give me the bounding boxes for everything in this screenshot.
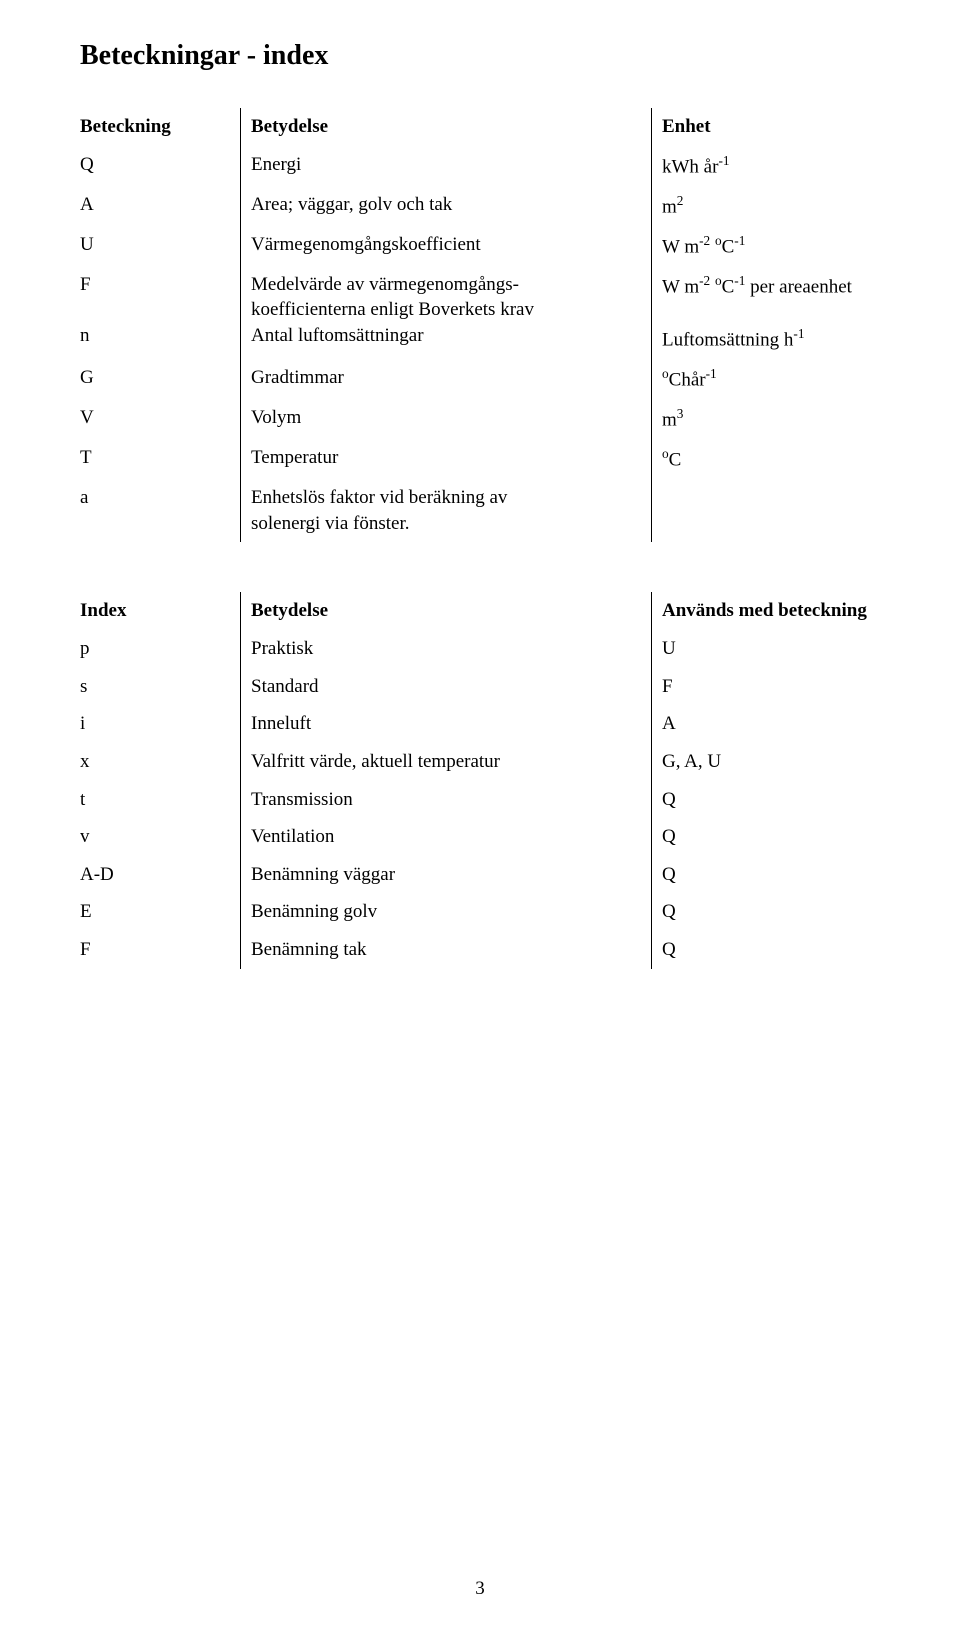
header-index: Index [80, 592, 241, 630]
cell: Inneluft [241, 705, 652, 743]
cell-text: Medelvärde av värmegenomgångs- [251, 272, 641, 298]
cell: Standard [241, 668, 652, 706]
cell: Benämning golv [241, 893, 652, 931]
cell: Energi [241, 146, 652, 186]
cell-text: solenergi via fönster. [251, 511, 641, 537]
cell: Valfritt värde, aktuell temperatur [241, 743, 652, 781]
cell: W m-2 oC-1 per areaenhet Luftomsättning … [652, 266, 881, 360]
cell: oChår-1 [652, 359, 881, 399]
cell: F [80, 931, 241, 969]
table-row: U Värmegenomgångskoefficient W m-2 oC-1 [80, 226, 880, 266]
cell: A [80, 186, 241, 226]
cell-text: Antal luftomsättningar [251, 323, 641, 349]
cell: Benämning väggar [241, 856, 652, 894]
cell: Q [652, 781, 881, 819]
cell: Temperatur [241, 439, 652, 479]
table-header-row: Index Betydelse Används med beteckning [80, 592, 880, 630]
table-row: A-D Benämning väggar Q [80, 856, 880, 894]
table-row: V Volym m3 [80, 399, 880, 439]
cell: m3 [652, 399, 881, 439]
cell: G, A, U [652, 743, 881, 781]
table-row: T Temperatur oC [80, 439, 880, 479]
index-table: Index Betydelse Används med beteckning p… [80, 592, 880, 968]
table-row: A Area; väggar, golv och tak m2 [80, 186, 880, 226]
cell: Enhetslös faktor vid beräkning av solene… [241, 479, 652, 542]
table-header-row: Beteckning Betydelse Enhet [80, 108, 880, 146]
cell: s [80, 668, 241, 706]
cell-text [662, 300, 870, 326]
table-row: t Transmission Q [80, 781, 880, 819]
header-anvands: Används med beteckning [652, 592, 881, 630]
cell: F n [80, 266, 241, 360]
cell: Volym [241, 399, 652, 439]
cell-text: W m-2 oC-1 per areaenhet [662, 272, 870, 300]
cell-text: n [80, 323, 230, 349]
cell-text: koefficienterna enligt Boverkets krav [251, 297, 641, 323]
spacer [80, 542, 880, 592]
cell: Q [652, 893, 881, 931]
cell: E [80, 893, 241, 931]
cell: Benämning tak [241, 931, 652, 969]
cell: Ventilation [241, 818, 652, 856]
table-row: x Valfritt värde, aktuell temperatur G, … [80, 743, 880, 781]
cell: F [652, 668, 881, 706]
cell [652, 479, 881, 542]
cell: p [80, 630, 241, 668]
cell: U [652, 630, 881, 668]
cell: a [80, 479, 241, 542]
cell: A-D [80, 856, 241, 894]
cell: T [80, 439, 241, 479]
page: Beteckningar - index Beteckning Betydels… [0, 0, 960, 1640]
cell: W m-2 oC-1 [652, 226, 881, 266]
cell-text: F [80, 272, 230, 298]
cell: U [80, 226, 241, 266]
beteckning-table: Beteckning Betydelse Enhet Q Energi kWh … [80, 108, 880, 542]
cell: i [80, 705, 241, 743]
cell: Q [80, 146, 241, 186]
cell: G [80, 359, 241, 399]
cell: A [652, 705, 881, 743]
table-row: v Ventilation Q [80, 818, 880, 856]
table-row: p Praktisk U [80, 630, 880, 668]
cell-text: Luftomsättning h-1 [662, 325, 870, 353]
cell: Area; väggar, golv och tak [241, 186, 652, 226]
table-row: a Enhetslös faktor vid beräkning av sole… [80, 479, 880, 542]
cell-text [80, 297, 230, 323]
header-betydelse: Betydelse [241, 592, 652, 630]
table-row: G Gradtimmar oChår-1 [80, 359, 880, 399]
cell: Värmegenomgångskoefficient [241, 226, 652, 266]
cell: t [80, 781, 241, 819]
page-title: Beteckningar - index [80, 40, 880, 72]
cell: oC [652, 439, 881, 479]
table-row: s Standard F [80, 668, 880, 706]
cell: m2 [652, 186, 881, 226]
table-row: F Benämning tak Q [80, 931, 880, 969]
cell: Medelvärde av värmegenomgångs- koefficie… [241, 266, 652, 360]
cell: Q [652, 931, 881, 969]
table-row: i Inneluft A [80, 705, 880, 743]
cell: v [80, 818, 241, 856]
table-row: E Benämning golv Q [80, 893, 880, 931]
table-row: Q Energi kWh år-1 [80, 146, 880, 186]
header-beteckning: Beteckning [80, 108, 241, 146]
cell: kWh år-1 [652, 146, 881, 186]
cell-text: Enhetslös faktor vid beräkning av [251, 485, 641, 511]
cell: V [80, 399, 241, 439]
header-betydelse: Betydelse [241, 108, 652, 146]
cell: Q [652, 818, 881, 856]
page-number: 3 [0, 1578, 960, 1600]
cell: Transmission [241, 781, 652, 819]
cell: Gradtimmar [241, 359, 652, 399]
cell: Praktisk [241, 630, 652, 668]
header-enhet: Enhet [652, 108, 881, 146]
table-row: F n Medelvärde av värmegenomgångs- koeff… [80, 266, 880, 360]
cell: x [80, 743, 241, 781]
cell: Q [652, 856, 881, 894]
